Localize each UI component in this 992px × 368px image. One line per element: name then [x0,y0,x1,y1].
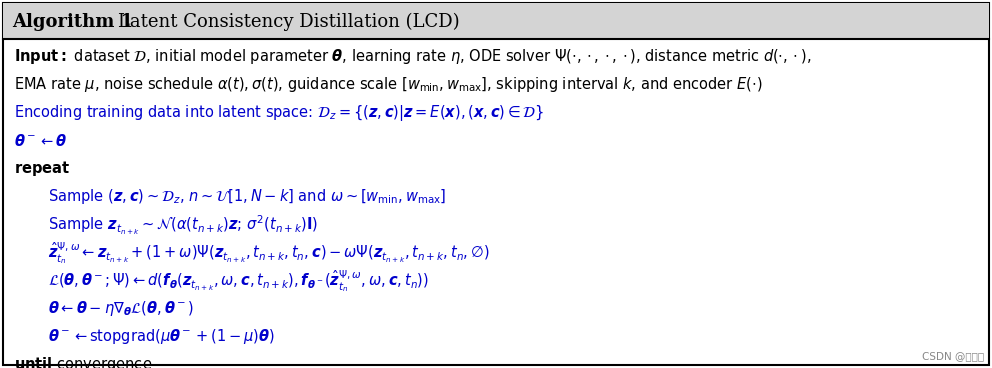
Text: EMA rate $\mu$, noise schedule $\alpha(t),\sigma(t)$, guidance scale $[w_{\min},: EMA rate $\mu$, noise schedule $\alpha(t… [14,75,763,95]
Text: $\mathcal{L}(\boldsymbol{\theta}, \boldsymbol{\theta}^-; \Psi) \leftarrow d(\bol: $\mathcal{L}(\boldsymbol{\theta}, \bolds… [48,268,430,294]
Text: Encoding training data into latent space: $\mathcal{D}_z = \{(\boldsymbol{z}, \b: Encoding training data into latent space… [14,103,545,123]
Text: $\boldsymbol{\theta}^- \leftarrow \mathrm{stopgrad}(\mu\boldsymbol{\theta}^- + (: $\boldsymbol{\theta}^- \leftarrow \mathr… [48,328,275,347]
Text: $\mathbf{Input:}$ dataset $\mathcal{D}$, initial model parameter $\boldsymbol{\t: $\mathbf{Input:}$ dataset $\mathcal{D}$,… [14,47,811,67]
Text: $\mathbf{until}$ convergence: $\mathbf{until}$ convergence [14,355,152,368]
Bar [3,3,989,39]
Text: CSDN @上惴介: CSDN @上惴介 [922,351,984,361]
Text: Latent Consistency Distillation (LCD): Latent Consistency Distillation (LCD) [118,13,459,31]
Text: $\hat{\boldsymbol{z}}_{t_n}^{\Psi,\omega} \leftarrow \boldsymbol{z}_{t_{n+k}} + : $\hat{\boldsymbol{z}}_{t_n}^{\Psi,\omega… [48,240,490,266]
Text: $\mathbf{repeat}$: $\mathbf{repeat}$ [14,159,70,178]
Text: $\boldsymbol{\theta}^- \leftarrow \boldsymbol{\theta}$: $\boldsymbol{\theta}^- \leftarrow \bolds… [14,133,66,149]
Text: $\boldsymbol{\theta} \leftarrow \boldsymbol{\theta} - \eta\nabla_{\boldsymbol{\t: $\boldsymbol{\theta} \leftarrow \boldsym… [48,300,193,318]
Text: Sample $\boldsymbol{z}_{t_{n+k}} \sim \mathcal{N}(\alpha(t_{n+k})\boldsymbol{z};: Sample $\boldsymbol{z}_{t_{n+k}} \sim \m… [48,213,318,237]
Text: Sample $(\boldsymbol{z}, \boldsymbol{c}) \sim \mathcal{D}_z$, $n \sim \mathcal{U: Sample $(\boldsymbol{z}, \boldsymbol{c})… [48,188,446,206]
Text: Algorithm 1: Algorithm 1 [12,13,133,31]
